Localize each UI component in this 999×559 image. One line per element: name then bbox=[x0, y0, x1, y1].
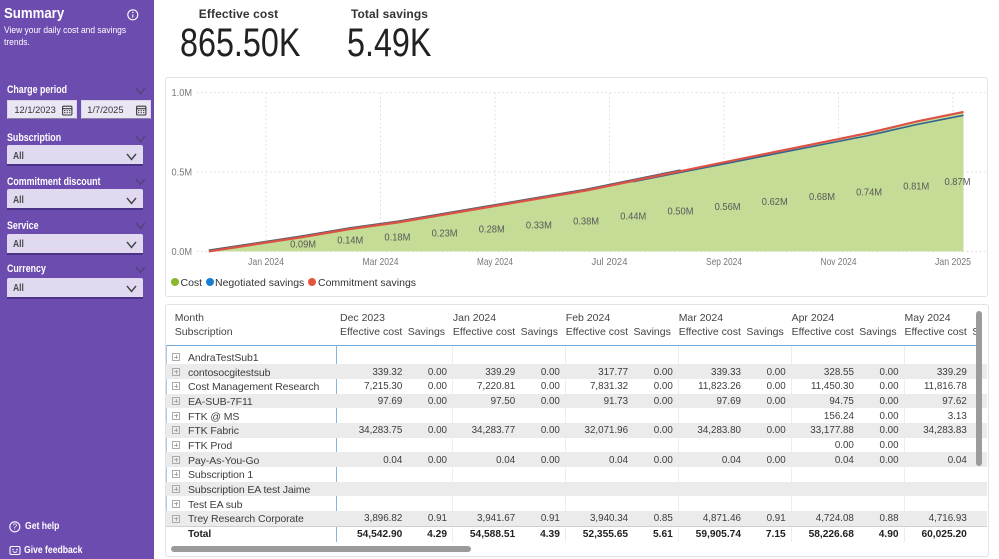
svg-text:0.18M: 0.18M bbox=[384, 231, 410, 243]
svg-text:Nov 2024: Nov 2024 bbox=[821, 256, 857, 268]
svg-text:0.44M: 0.44M bbox=[620, 210, 646, 222]
svg-text:0.09M: 0.09M bbox=[290, 239, 316, 251]
svg-text:Jan 2024: Jan 2024 bbox=[248, 256, 284, 268]
svg-text:0.33M: 0.33M bbox=[526, 219, 552, 231]
svg-text:Jan 2025: Jan 2025 bbox=[935, 256, 971, 268]
svg-text:0.28M: 0.28M bbox=[479, 223, 505, 235]
svg-text:0.62M: 0.62M bbox=[762, 196, 788, 208]
svg-text:?: ? bbox=[13, 522, 18, 531]
svg-text:0.74M: 0.74M bbox=[856, 186, 882, 198]
svg-text:0.81M: 0.81M bbox=[903, 181, 929, 193]
svg-text:Sep 2024: Sep 2024 bbox=[706, 256, 742, 268]
svg-text:0.23M: 0.23M bbox=[432, 227, 458, 239]
svg-text:0.50M: 0.50M bbox=[668, 206, 694, 218]
svg-text:Jul 2024: Jul 2024 bbox=[592, 256, 628, 268]
svg-text:May 2024: May 2024 bbox=[477, 256, 513, 268]
svg-text:0.38M: 0.38M bbox=[573, 215, 599, 227]
svg-text:0.0M: 0.0M bbox=[172, 246, 193, 258]
svg-text:0.56M: 0.56M bbox=[715, 201, 741, 213]
svg-text:Mar 2024: Mar 2024 bbox=[363, 256, 399, 268]
svg-text:1.0M: 1.0M bbox=[172, 87, 193, 99]
svg-text:0.5M: 0.5M bbox=[172, 167, 193, 179]
svg-text:0.14M: 0.14M bbox=[337, 235, 363, 247]
svg-text:0.87M: 0.87M bbox=[945, 176, 971, 188]
svg-text:0.68M: 0.68M bbox=[809, 191, 835, 203]
